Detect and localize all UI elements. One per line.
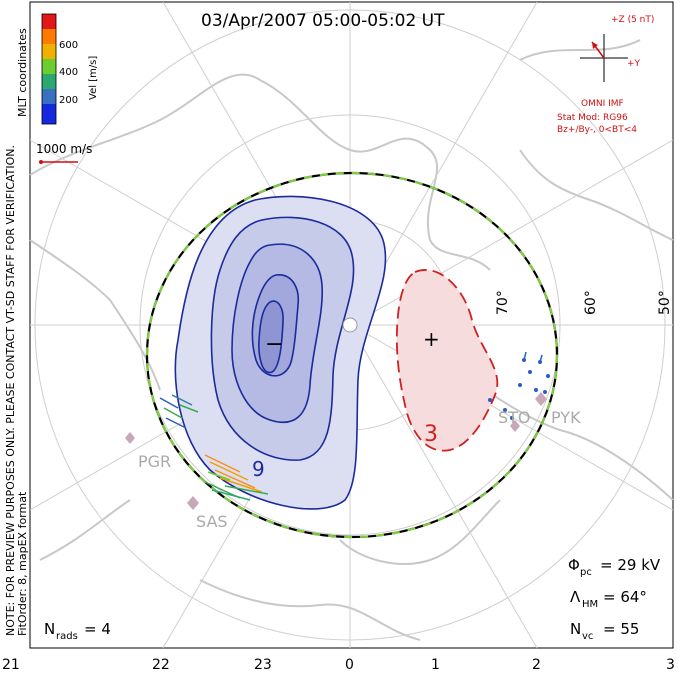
fit-order-note: FitOrder: 8, mapEX format [16, 491, 29, 636]
lat-label-70: 70° [495, 290, 511, 315]
svg-text:N: N [44, 620, 55, 638]
scale-vector-origin [39, 160, 43, 164]
mlt-tick-22: 22 [152, 657, 170, 673]
lat-label-60: 60° [583, 290, 599, 315]
svg-text:= 55: = 55 [603, 620, 639, 638]
station-pgr: PGR [138, 452, 171, 471]
pole-marker [342, 317, 358, 333]
scale-label: 1000 m/s [36, 142, 92, 156]
coastlines [29, 39, 674, 641]
svg-text:HM: HM [582, 599, 598, 610]
svg-text:= 29 kV: = 29 kV [600, 556, 661, 574]
negative-potential-cell [174, 195, 387, 510]
imf-source: OMNI IMF [581, 99, 624, 109]
positive-cell-marker: + [423, 327, 440, 351]
svg-text:rads: rads [56, 631, 78, 642]
colorbar-tick-200: 200 [59, 95, 78, 106]
mlt-tick-23: 23 [254, 657, 272, 673]
station-sas: SAS [196, 512, 228, 531]
svg-text:Φ: Φ [568, 556, 580, 574]
colorbar-tick-400: 400 [59, 67, 78, 78]
map-title: 03/Apr/2007 05:00-05:02 UT [201, 11, 445, 31]
imf-clock [580, 34, 628, 82]
mlt-axis: 21 22 23 0 1 2 3 [2, 657, 675, 673]
velocity-colorbar [41, 13, 57, 125]
coord-label: MLT coordinates [16, 28, 29, 117]
lat-label-50: 50° [657, 290, 673, 315]
mlt-tick-3: 3 [666, 657, 675, 673]
positive-contour-label: 3 [424, 422, 438, 447]
imf-y-label: +Y [627, 59, 641, 69]
svg-text:N: N [570, 620, 581, 638]
svg-text:pc: pc [580, 567, 592, 578]
negative-contour-label: 9 [252, 457, 265, 481]
mlt-tick-1: 1 [431, 657, 440, 673]
velocity-vectors-east [488, 351, 550, 420]
colorbar-label: Vel [m/s] [88, 56, 99, 100]
positive-potential-cell [395, 269, 499, 452]
hm-boundary-dash [145, 171, 559, 539]
svg-text:vc: vc [582, 631, 593, 642]
svg-text:= 4: = 4 [84, 620, 111, 638]
preview-note: NOTE: FOR PREVIEW PURPOSES ONLY. PLEASE … [4, 145, 17, 636]
stat-lambda-hm: Λ HM = 64° [570, 588, 647, 610]
stat-n-vc: N vc = 55 [570, 620, 639, 642]
imf-z-label: +Z (5 nT) [611, 15, 654, 25]
svg-text:= 64°: = 64° [603, 588, 647, 606]
stat-model: Stat Mod: RG96 [557, 113, 628, 123]
mlt-tick-2: 2 [532, 657, 541, 673]
stat-model-condition: Bz+/By-, 0<BT<4 [557, 125, 637, 135]
mlt-tick-21: 21 [2, 657, 20, 673]
station-pyk: PYK [551, 408, 581, 427]
velocity-vectors-west [159, 394, 269, 501]
stat-phi-pc: Φ pc = 29 kV [568, 556, 661, 578]
station-sto: STO [498, 408, 531, 427]
colorbar-tick-600: 600 [59, 40, 78, 51]
svg-text:Λ: Λ [570, 588, 581, 606]
radar-stations [125, 392, 547, 510]
stat-n-rads: N rads = 4 [44, 620, 111, 642]
negative-cell-marker: − [265, 332, 283, 357]
mlt-tick-0: 0 [345, 657, 354, 673]
